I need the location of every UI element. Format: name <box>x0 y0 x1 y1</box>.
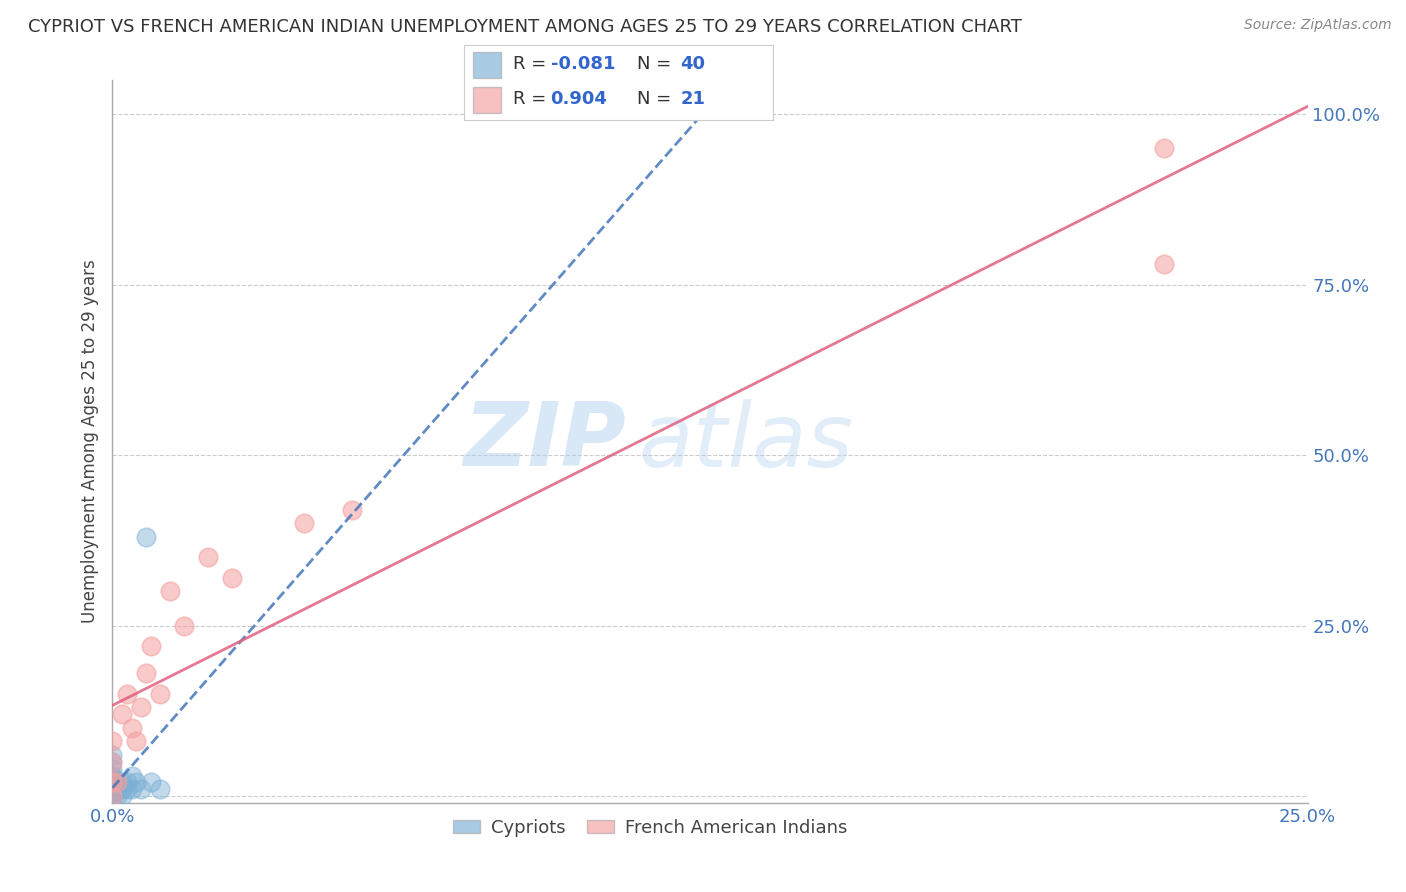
Point <box>101 789 124 803</box>
Point <box>105 775 128 789</box>
Text: R =: R = <box>513 90 553 108</box>
Point <box>101 782 124 797</box>
Point <box>101 789 124 803</box>
Point <box>115 687 138 701</box>
Point <box>121 782 143 797</box>
Point <box>129 782 152 797</box>
Point <box>149 782 172 797</box>
Text: 0.904: 0.904 <box>551 90 607 108</box>
Point <box>115 775 138 789</box>
Point <box>105 782 128 797</box>
Text: ZIP: ZIP <box>464 398 627 485</box>
Point <box>115 782 138 797</box>
Point <box>101 755 124 769</box>
Point <box>101 775 124 789</box>
Point <box>111 775 134 789</box>
Point <box>173 618 195 632</box>
Point <box>101 789 124 803</box>
Point <box>221 571 243 585</box>
Point <box>197 550 219 565</box>
Point <box>101 755 124 769</box>
Point <box>101 775 124 789</box>
Text: atlas: atlas <box>638 399 853 484</box>
Point <box>101 768 124 782</box>
Point <box>101 789 124 803</box>
Point <box>135 666 157 681</box>
FancyBboxPatch shape <box>474 87 501 112</box>
Point <box>340 502 363 516</box>
Text: N =: N = <box>637 90 678 108</box>
Point <box>101 782 124 797</box>
Point <box>292 516 315 531</box>
Text: 21: 21 <box>681 90 706 108</box>
Point <box>101 782 124 797</box>
Point <box>139 639 162 653</box>
Point <box>111 789 134 803</box>
Point <box>125 775 148 789</box>
Point <box>101 734 124 748</box>
Point <box>1153 141 1175 155</box>
Point <box>111 782 134 797</box>
Point <box>101 775 124 789</box>
Text: Source: ZipAtlas.com: Source: ZipAtlas.com <box>1244 18 1392 32</box>
Y-axis label: Unemployment Among Ages 25 to 29 years: Unemployment Among Ages 25 to 29 years <box>80 260 98 624</box>
Point <box>101 789 124 803</box>
Point <box>149 687 172 701</box>
Text: 40: 40 <box>681 55 706 73</box>
Point <box>101 789 124 803</box>
Point <box>101 789 124 803</box>
Point <box>139 775 162 789</box>
Point <box>101 748 124 763</box>
Point <box>101 789 124 803</box>
Point <box>101 789 124 803</box>
Point <box>125 734 148 748</box>
Point <box>105 775 128 789</box>
Point <box>129 700 152 714</box>
Text: CYPRIOT VS FRENCH AMERICAN INDIAN UNEMPLOYMENT AMONG AGES 25 TO 29 YEARS CORRELA: CYPRIOT VS FRENCH AMERICAN INDIAN UNEMPL… <box>28 18 1022 36</box>
Point <box>105 789 128 803</box>
Point <box>101 789 124 803</box>
Point <box>1153 257 1175 271</box>
Point <box>101 789 124 803</box>
Point <box>101 762 124 776</box>
Point <box>111 707 134 722</box>
Point <box>101 772 124 786</box>
Text: -0.081: -0.081 <box>551 55 614 73</box>
Point <box>159 584 181 599</box>
Point <box>101 779 124 793</box>
Text: R =: R = <box>513 55 553 73</box>
Text: N =: N = <box>637 55 678 73</box>
Point <box>101 772 124 786</box>
Point <box>121 721 143 735</box>
Point <box>101 768 124 782</box>
Point <box>101 779 124 793</box>
Point <box>135 530 157 544</box>
Point <box>101 775 124 789</box>
Legend: Cypriots, French American Indians: Cypriots, French American Indians <box>446 812 855 845</box>
FancyBboxPatch shape <box>474 52 501 78</box>
Point <box>121 768 143 782</box>
